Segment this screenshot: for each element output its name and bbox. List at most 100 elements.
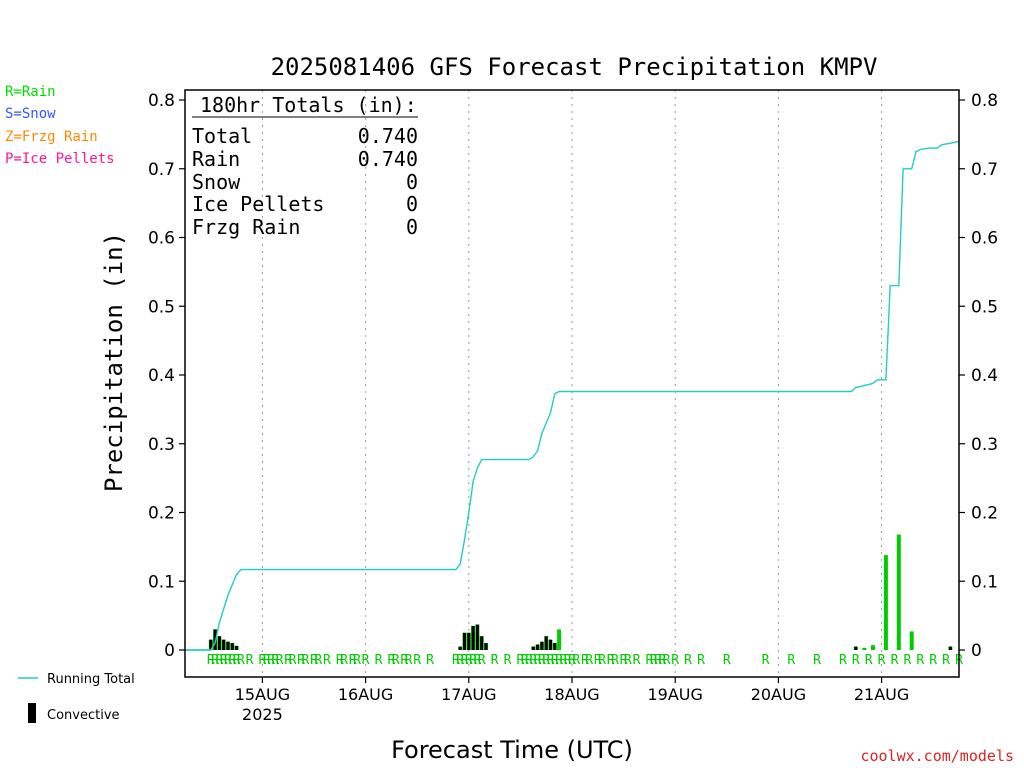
precip-type-marker-73: R [723,653,731,668]
precip-type-marker-24: R [353,653,361,668]
y-tick-label-left-2: 0.2 [148,504,175,524]
precip-type-marker-12: R [271,653,279,668]
precip-type-marker-47: R [538,653,546,668]
precip-type-marker-2: R [215,653,223,668]
totals-ice-pellets-value: 0 [406,192,418,216]
precip-type-marker-1: R [211,653,219,668]
total-bar-20 [557,629,562,650]
totals-frzg-rain-value: 0 [406,215,418,239]
precip-type-marker-63: R [624,653,632,668]
convective-bar-21 [948,646,952,650]
precip-type-marker-51: R [555,653,563,668]
precip-type-marker-59: R [598,653,606,668]
precip-type-marker-55: R [572,653,580,668]
totals-heading: 180hr Totals (in): [200,93,417,117]
precip-type-marker-60: R [607,653,615,668]
total-bar-22 [862,647,867,650]
y-tick-label-right-6: 0.6 [971,229,998,249]
x-tick-label-3: 18AUG [544,685,599,704]
legend-frzg-rain: Z=Frzg Rain [5,129,98,145]
legend-ice-pellets: P=Ice Pellets [5,151,115,167]
precip-type-marker-17: R [301,653,309,668]
precip-type-marker-4: R [224,653,232,668]
precip-type-marker-41: R [504,653,512,668]
x-tick-label-1: 16AUG [338,685,393,704]
running-total-polyline [185,140,960,651]
convective-bar-19 [553,643,557,650]
precip-type-marker-42: R [516,653,524,668]
precip-type-marker-28: R [392,653,400,668]
precip-type-marker-61: R [611,653,619,668]
convective-bar-3 [222,639,226,650]
y-tick-label-left-0: 0 [164,641,175,661]
precip-type-marker-30: R [405,653,413,668]
precip-type-marker-48: R [542,653,550,668]
source-credit: coolwx.com/models [860,747,1014,765]
y-axis-right: 0 0.1 0.2 0.3 0.4 0.5 0.6 0.7 0.8 [959,91,998,661]
precip-type-marker-40: R [491,653,499,668]
precip-type-marker-23: R [349,653,357,668]
x-tick-label-4: 19AUG [647,685,702,704]
total-bar-23 [871,645,875,650]
total-bar-26 [909,631,914,650]
y-tick-label-right-3: 0.3 [971,435,998,455]
precip-type-marker-18: R [310,653,318,668]
precip-type-marker-62: R [620,653,628,668]
totals-snow-label: Snow [192,170,241,194]
precip-type-marker-70: R [671,653,679,668]
totals-total-value: 0.740 [358,124,418,148]
convective-bar-10 [471,625,475,650]
legend-snow: S=Snow [5,106,56,122]
precip-type-marker-65: R [645,653,653,668]
precip-type-marker-58: R [594,653,602,668]
convective-bar-4 [226,641,230,650]
x-tick-label-5: 20AUG [751,685,806,704]
y-tick-label-right-8: 0.8 [971,91,998,111]
totals-total-label: Total [192,124,252,148]
precip-type-marker-0: R [207,653,215,668]
precip-type-marker-66: R [650,653,658,668]
y-tick-label-right-0: 0 [971,641,982,661]
precip-type-marker-46: R [534,653,542,668]
convective-bar-20 [854,646,858,650]
convective-bar-14 [531,646,535,650]
y-tick-label-right-5: 0.5 [971,297,998,317]
precip-type-marker-67: R [654,653,662,668]
precip-type-marker-84: R [929,653,937,668]
convective-bar-11 [475,624,479,650]
precip-type-marker-74: R [762,653,770,668]
precip-type-marker-16: R [297,653,305,668]
precip-type-marker-36: R [465,653,473,668]
y-tick-label-left-7: 0.7 [148,160,175,180]
totals-frzg-rain-label: Frzg Rain [192,215,300,239]
precip-type-marker-32: R [426,653,434,668]
precip-type-marker-37: R [469,653,477,668]
x-tick-label-2: 17AUG [441,685,496,704]
type-legend: R=Rain S=Snow Z=Frzg Rain P=Ice Pellets [5,84,115,167]
precip-type-marker-77: R [839,653,847,668]
precip-type-marker-35: R [461,653,469,668]
x-tick-label-6: 21AUG [854,685,909,704]
precip-type-marker-85: R [942,653,950,668]
y-tick-label-right-4: 0.4 [971,366,998,386]
precip-type-marker-26: R [375,653,383,668]
precip-type-marker-22: R [340,653,348,668]
precip-type-marker-7: R [237,653,245,668]
precip-type-marker-50: R [551,653,559,668]
precip-type-marker-15: R [289,653,297,668]
precip-type-marker-34: R [456,653,464,668]
precip-type-marker-57: R [585,653,593,668]
convective-bar-5 [230,643,234,650]
precip-type-marker-44: R [525,653,533,668]
convective-bar-8 [463,632,466,650]
y-tick-label-left-6: 0.6 [148,229,175,249]
precip-type-marker-25: R [362,653,370,668]
y-tick-label-right-7: 0.7 [971,160,998,180]
precip-type-marker-20: R [323,653,331,668]
y-tick-label-left-8: 0.8 [148,91,175,111]
precip-type-marker-38: R [473,653,481,668]
y-tick-label-left-1: 0.1 [148,572,175,592]
precip-type-marker-5: R [228,653,236,668]
